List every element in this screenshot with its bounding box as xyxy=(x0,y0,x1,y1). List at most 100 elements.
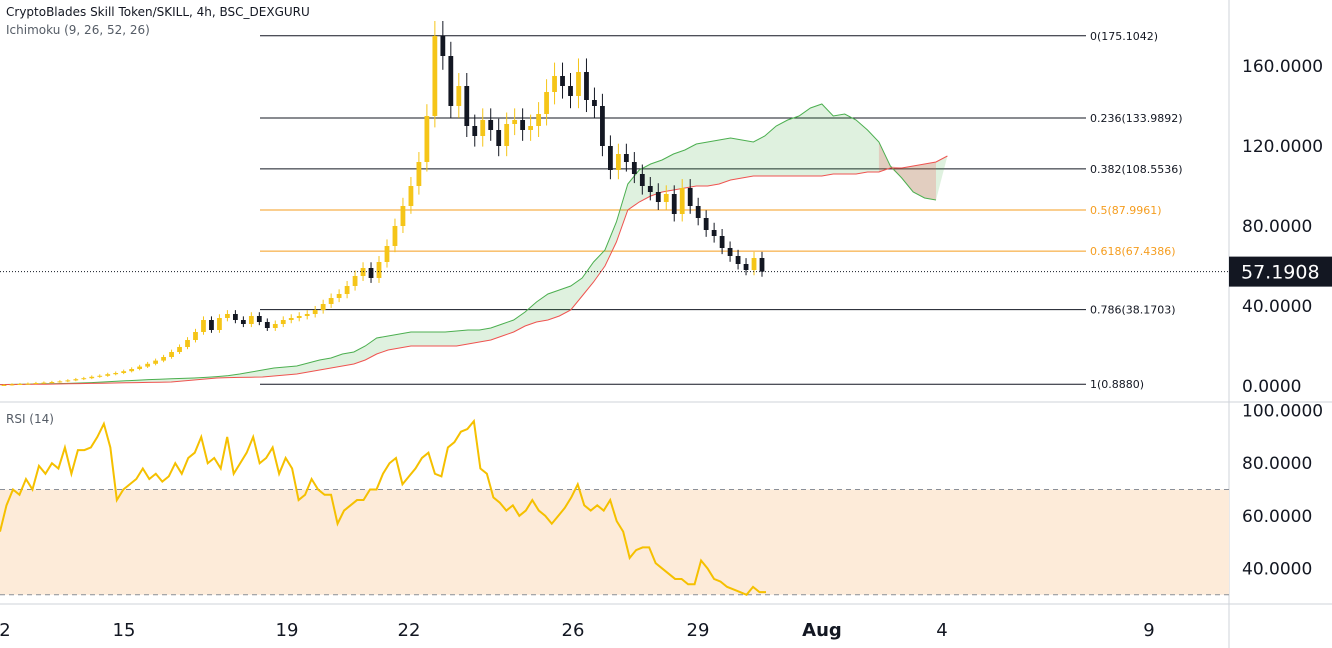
candle-body xyxy=(73,379,79,381)
candle-body xyxy=(384,246,390,262)
price-candle xyxy=(177,344,182,354)
time-tick-label: Aug xyxy=(802,620,842,641)
candle-body xyxy=(584,72,589,100)
candle-body xyxy=(544,92,549,114)
candle-body xyxy=(663,194,669,202)
price-candle xyxy=(703,210,709,237)
price-candle xyxy=(759,251,765,277)
candle-body xyxy=(695,206,701,218)
price-candle xyxy=(145,361,151,368)
candle-body xyxy=(248,316,254,324)
candle-body xyxy=(304,314,310,316)
candle-body xyxy=(655,192,661,202)
candle-body xyxy=(759,258,765,272)
fib-level-label: 0.236(133.9892) xyxy=(1090,112,1183,125)
price-candle xyxy=(57,380,63,383)
time-tick-label: 26 xyxy=(562,620,585,641)
candle-body xyxy=(240,320,246,324)
candle-body xyxy=(97,375,103,377)
price-candle xyxy=(719,229,725,255)
price-candle xyxy=(193,328,198,343)
price-candle xyxy=(304,310,310,320)
candle-body xyxy=(177,347,182,352)
price-candle xyxy=(711,222,717,243)
candle-body xyxy=(193,332,198,340)
candle-body xyxy=(392,226,398,246)
candle-body xyxy=(743,264,749,270)
chart-title: CryptoBlades Skill Token/SKILL, 4h, BSC_… xyxy=(6,5,310,19)
price-candle xyxy=(288,314,294,324)
rsi-tick-label: 60.0000 xyxy=(1242,507,1312,527)
price-candle xyxy=(97,374,103,378)
price-candle xyxy=(113,371,119,376)
last-price-label: 57.1908 xyxy=(1241,262,1320,284)
candle-body xyxy=(408,186,414,206)
price-candle xyxy=(232,310,238,324)
price-candle xyxy=(695,197,701,226)
price-candle xyxy=(328,293,334,308)
candle-body xyxy=(336,294,342,298)
time-tick-label: 22 xyxy=(398,620,421,641)
candle-body xyxy=(280,320,286,324)
ichimoku-cloud-bearish-fill xyxy=(878,142,936,200)
candle-body xyxy=(528,126,534,130)
rsi-tick-label: 40.0000 xyxy=(1242,559,1312,579)
fib-level-label: 1(0.8880) xyxy=(1090,378,1144,391)
candle-body xyxy=(671,194,677,214)
candle-body xyxy=(496,130,502,146)
candle-body xyxy=(201,320,206,332)
candle-body xyxy=(209,320,214,330)
candle-body xyxy=(320,304,326,310)
price-candle xyxy=(376,256,382,283)
candle-body xyxy=(1,385,7,386)
rsi-band-fill xyxy=(0,489,1229,595)
price-candle xyxy=(25,382,31,385)
price-candle xyxy=(352,270,358,291)
price-candle xyxy=(209,316,214,333)
candle-body xyxy=(751,258,757,270)
candle-body xyxy=(400,206,406,226)
fib-level-label: 0.5(87.9961) xyxy=(1090,204,1162,217)
candle-body xyxy=(560,76,565,86)
time-tick-label: 15 xyxy=(113,620,136,641)
candle-body xyxy=(169,352,174,357)
price-candle xyxy=(600,93,605,157)
candle-body xyxy=(456,86,462,106)
price-candle xyxy=(496,118,502,157)
candle-body xyxy=(105,374,111,376)
price-candle xyxy=(544,79,549,126)
price-candle xyxy=(536,102,541,137)
price-candle xyxy=(312,305,318,318)
candle-body xyxy=(576,72,581,96)
candle-body xyxy=(472,126,478,136)
candle-body xyxy=(121,371,127,373)
last-price-tag xyxy=(1229,256,1332,287)
candle-body xyxy=(296,316,302,318)
price-candle xyxy=(623,143,629,172)
ichimoku-cloud-fill xyxy=(0,104,948,385)
candle-body xyxy=(81,378,87,380)
candle-body xyxy=(536,114,541,126)
price-candle xyxy=(655,183,661,210)
price-candle xyxy=(456,73,462,118)
price-candle xyxy=(584,58,589,113)
price-candle xyxy=(448,41,454,118)
candle-body xyxy=(608,146,613,170)
candle-body xyxy=(368,268,374,278)
candle-body xyxy=(448,56,454,106)
price-candle xyxy=(512,108,518,136)
price-candle xyxy=(687,179,693,214)
candle-body xyxy=(647,186,653,192)
candle-body xyxy=(232,314,238,320)
candle-body xyxy=(25,383,31,385)
time-tick-label: 2 xyxy=(0,620,11,641)
price-candle xyxy=(592,87,597,118)
price-candle xyxy=(639,164,645,195)
candle-body xyxy=(735,256,741,264)
price-candle xyxy=(41,381,47,384)
candle-body xyxy=(256,316,262,322)
candle-body xyxy=(129,369,135,372)
price-candle xyxy=(384,239,390,268)
ichimoku-indicator-label: Ichimoku (9, 26, 52, 26) xyxy=(6,23,150,37)
